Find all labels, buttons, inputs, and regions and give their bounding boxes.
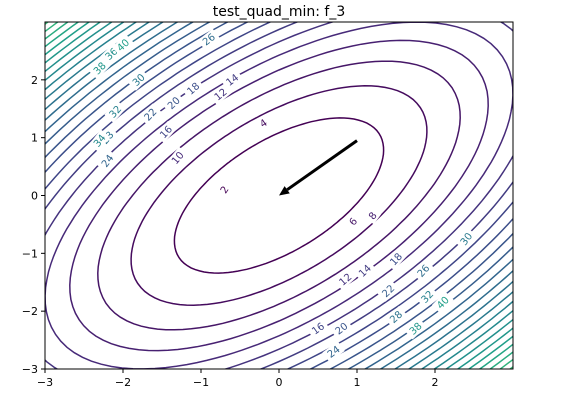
contour-level-12 <box>45 22 513 369</box>
contour-label-background <box>166 146 189 170</box>
contour-label-background <box>162 92 185 114</box>
contour-level-2 <box>173 117 385 274</box>
x-tick-label: 0 <box>276 376 283 389</box>
contour-label-background <box>431 291 454 314</box>
x-axis: −3 −2 −1 0 1 2 <box>37 369 439 389</box>
contour-label-background <box>155 120 177 143</box>
contour-label-background <box>330 317 353 340</box>
contour-label: 2 <box>219 185 232 196</box>
contour-label-background <box>455 227 477 251</box>
y-tick-label: 0 <box>31 190 38 203</box>
contour-level-14 <box>45 22 513 369</box>
contour-label-background <box>221 69 244 91</box>
gradient-arrow <box>279 139 358 196</box>
y-tick-label: 2 <box>31 74 38 87</box>
contour-label-background <box>111 34 135 56</box>
contour-label-background <box>96 149 118 173</box>
x-tick-label: −2 <box>115 376 131 389</box>
contour-label: 4 <box>258 118 269 131</box>
contour-label-background <box>404 317 427 340</box>
y-tick-label: −1 <box>22 247 38 260</box>
x-tick-label: 1 <box>354 376 361 389</box>
contour-label-background <box>412 259 435 282</box>
x-tick-label: 2 <box>432 376 439 389</box>
contour-label-background <box>254 114 272 132</box>
chart-title: test_quad_min: f_3 <box>213 4 346 20</box>
contour-label-background <box>139 103 162 126</box>
contour-label-background <box>384 306 408 328</box>
y-tick-label: −2 <box>22 305 38 318</box>
contour-label-background <box>416 285 439 308</box>
contour-level-4 <box>130 85 428 306</box>
contour-level-6 <box>97 60 461 331</box>
contour-label-background <box>182 77 205 100</box>
contour-label-background <box>306 318 330 339</box>
contour-label-background <box>353 259 376 282</box>
contour-label-background <box>209 83 232 105</box>
contour-label-background <box>104 100 127 123</box>
contour-label-background <box>215 181 233 199</box>
x-tick-label: −1 <box>193 376 209 389</box>
contour-label-background <box>197 28 220 50</box>
y-tick-label: −3 <box>22 363 38 376</box>
arrow-shaft <box>286 139 358 191</box>
contour-label-background <box>377 279 400 302</box>
y-tick-label: 1 <box>31 132 38 145</box>
contour-label-background <box>88 57 111 80</box>
contour-label: 8 <box>367 210 380 222</box>
y-axis: −3 −2 −1 0 1 2 <box>22 74 45 376</box>
contour-label-background <box>88 129 111 152</box>
x-tick-label: −3 <box>37 376 53 389</box>
arrow-head <box>279 186 290 196</box>
contour-label-background <box>127 68 150 91</box>
contour-label-background <box>385 248 407 271</box>
contour-label: 6 <box>348 216 361 228</box>
contour-label-background <box>334 268 357 291</box>
contour-label-background <box>364 207 382 225</box>
contour-label-background <box>344 212 362 231</box>
contour-label-background <box>322 341 345 363</box>
